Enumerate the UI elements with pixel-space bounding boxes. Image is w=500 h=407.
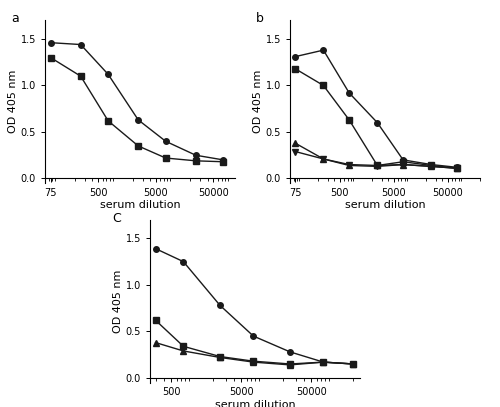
Y-axis label: OD 405 nm: OD 405 nm xyxy=(8,70,18,133)
Text: b: b xyxy=(256,12,264,25)
X-axis label: serum dilution: serum dilution xyxy=(344,200,426,210)
Text: C: C xyxy=(112,212,121,225)
X-axis label: serum dilution: serum dilution xyxy=(214,400,296,407)
Text: a: a xyxy=(11,12,18,25)
Y-axis label: OD 405 nm: OD 405 nm xyxy=(253,70,263,133)
X-axis label: serum dilution: serum dilution xyxy=(100,200,180,210)
Y-axis label: OD 405 nm: OD 405 nm xyxy=(113,269,123,333)
